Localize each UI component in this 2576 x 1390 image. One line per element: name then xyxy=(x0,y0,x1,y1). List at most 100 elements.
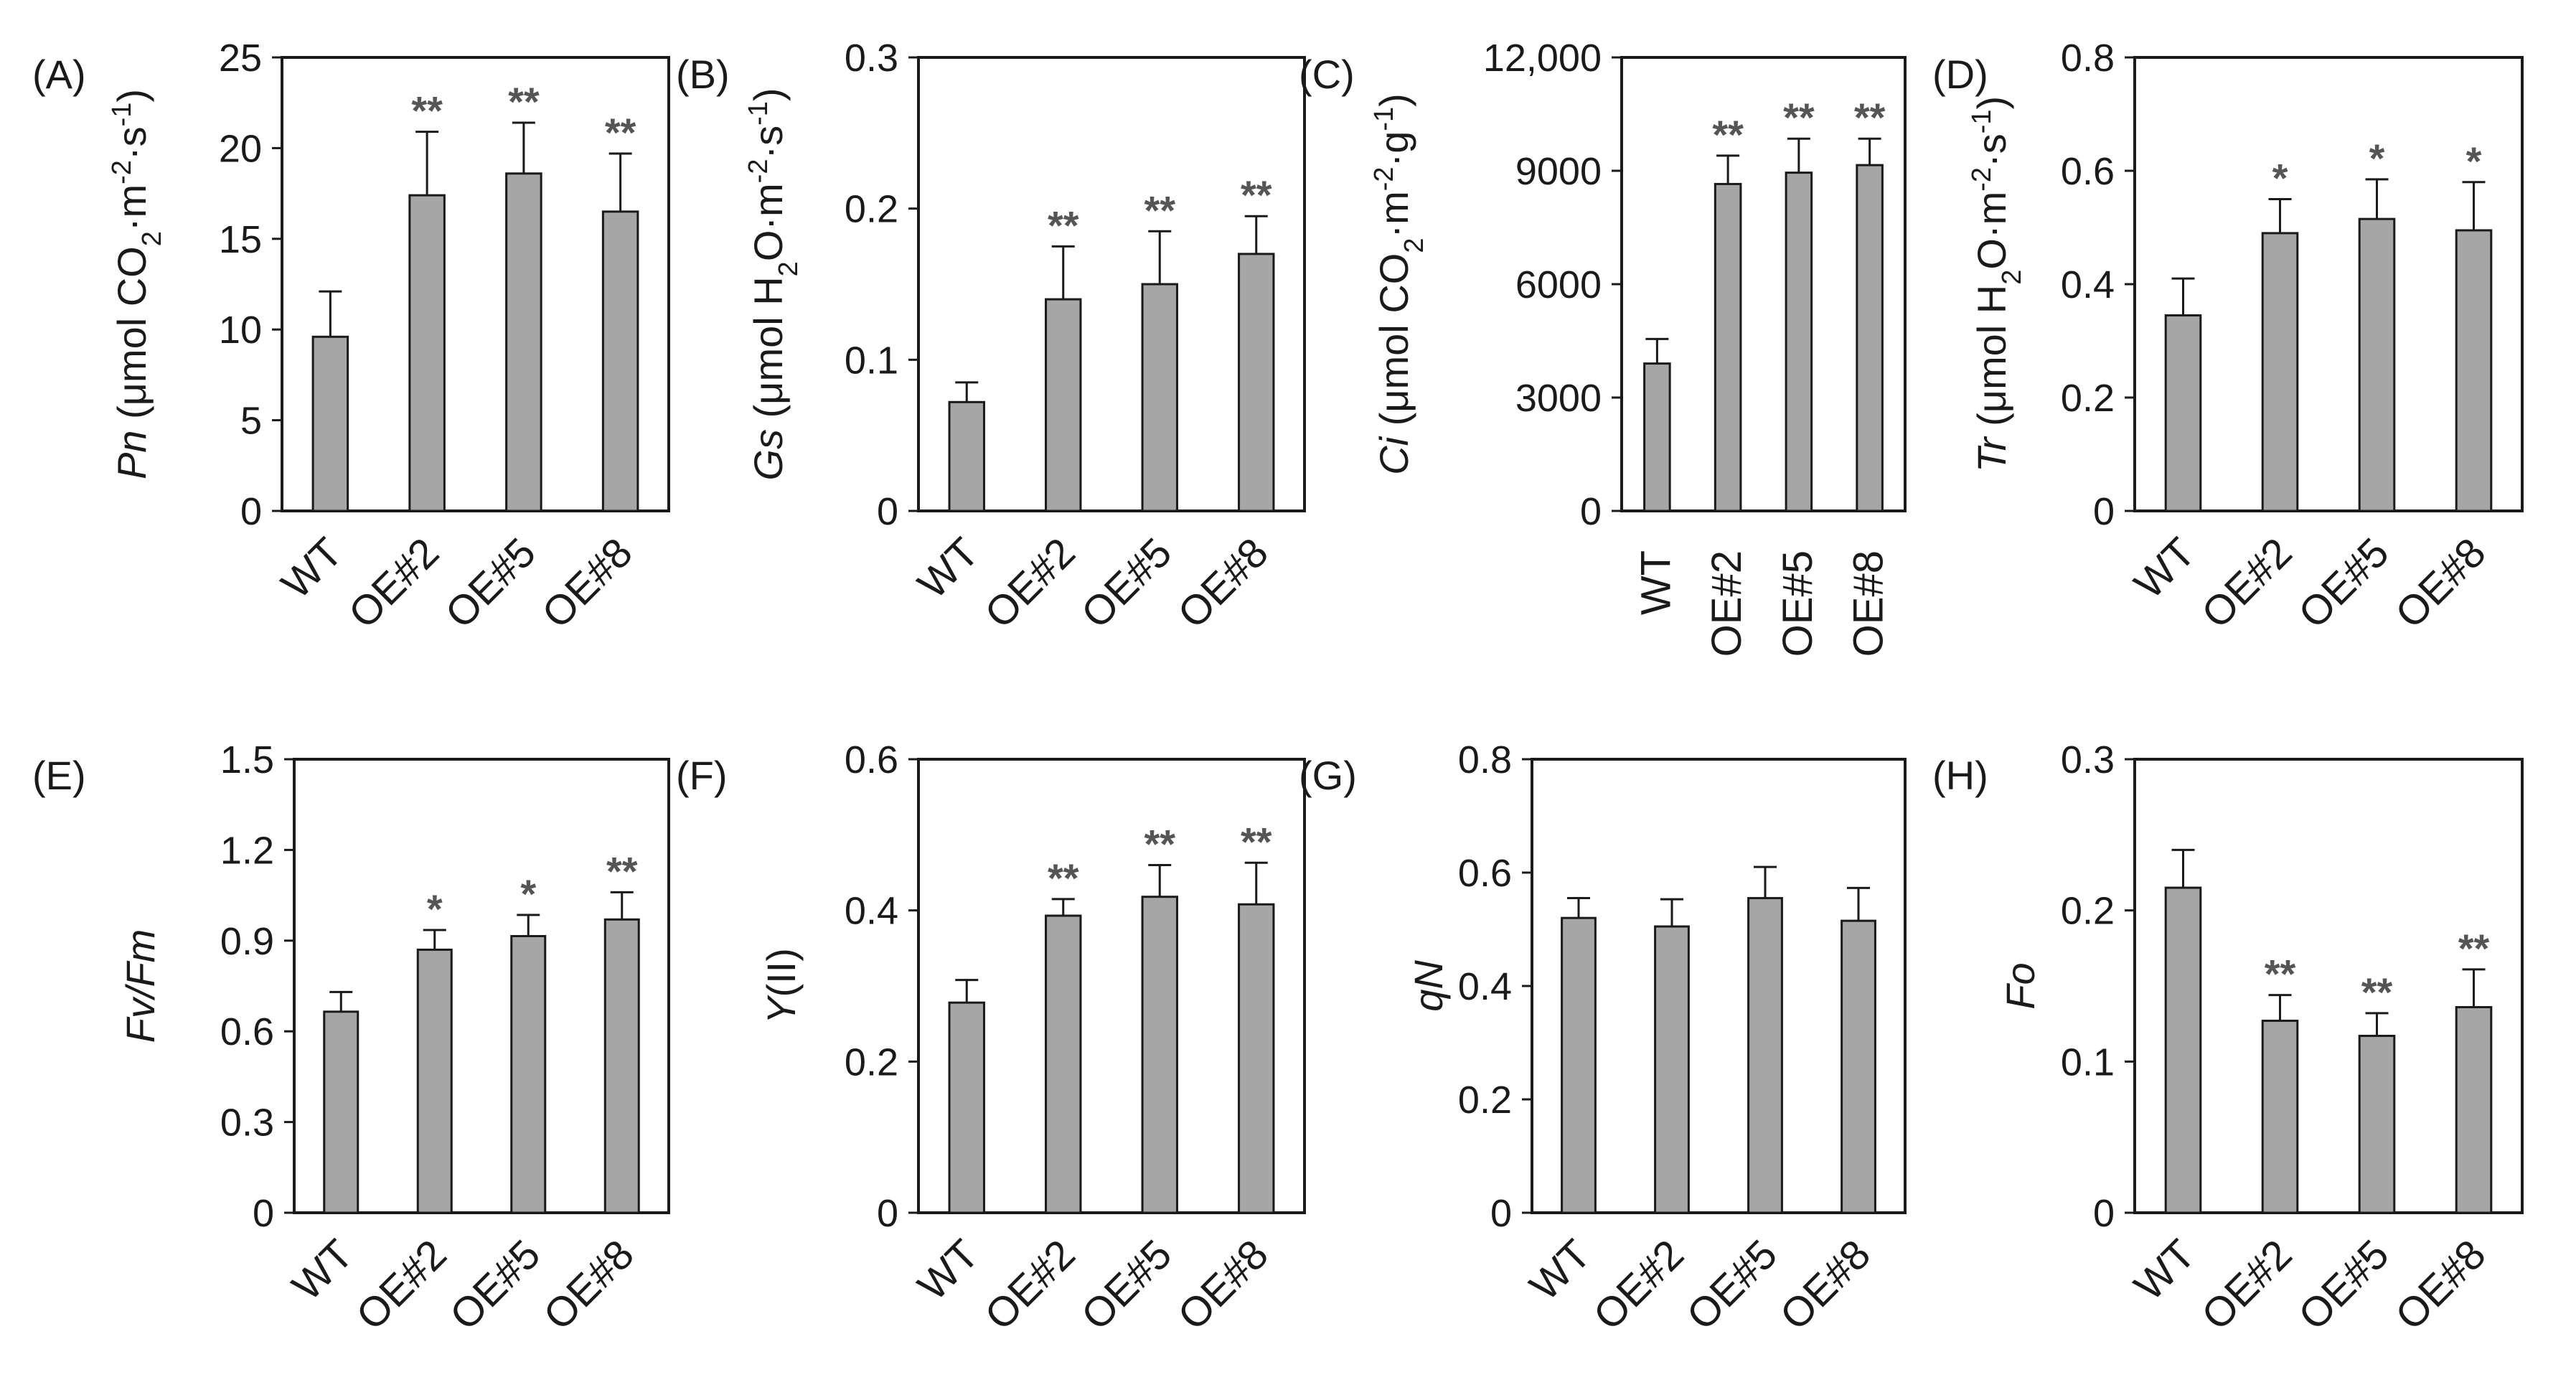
bar-oe2 xyxy=(408,194,446,512)
y-tick-label: 0 xyxy=(1580,490,1602,533)
y-tick-label: 9000 xyxy=(1515,150,1602,193)
category-label: OE#8 xyxy=(1846,550,1892,657)
significance-marker: ** xyxy=(2265,952,2296,997)
y-tick-label: 0.2 xyxy=(845,1041,898,1084)
bar-wt xyxy=(323,1010,359,1214)
bar-oe5 xyxy=(1141,896,1178,1214)
y-tick-label: 0.4 xyxy=(845,890,898,933)
significance-marker: ** xyxy=(2361,969,2393,1015)
y-tick-label: 0.3 xyxy=(220,1102,274,1145)
bar-wt xyxy=(2164,314,2202,512)
y-tick-label: 0.8 xyxy=(2061,37,2115,80)
y-axis-label: Pn (μmol CO2·m-2·s-1) xyxy=(107,89,167,479)
bar-oe8 xyxy=(601,210,639,512)
bar-wt xyxy=(1561,916,1597,1214)
panel-label: (E) xyxy=(32,753,86,798)
bar-oe2 xyxy=(1654,925,1690,1214)
chart-panel-c: (C) 0 3000 6000 9000 12,000 Ci (μmol CO2·m-2·g… xyxy=(1299,37,1907,657)
bar-oe2 xyxy=(1045,298,1082,512)
bar-oe2 xyxy=(2261,1019,2299,1214)
bar-oe2 xyxy=(2261,232,2299,512)
panel-label: (G) xyxy=(1299,753,1357,798)
plot-frame xyxy=(281,56,670,512)
y-tick-label: 0.1 xyxy=(2061,1041,2115,1084)
bar-oe8 xyxy=(2455,1005,2493,1214)
y-tick-label: 0 xyxy=(2093,1192,2115,1235)
y-tick-label: 0.1 xyxy=(845,339,898,382)
significance-marker: * xyxy=(2272,156,2288,201)
plot-frame xyxy=(2133,758,2524,1214)
bar-wt xyxy=(1643,362,1671,512)
y-tick-label: 10 xyxy=(219,309,262,352)
y-tick-label: 0 xyxy=(240,490,262,533)
bar-oe8 xyxy=(2455,229,2493,512)
bar-wt xyxy=(2164,886,2202,1214)
bar-oe8 xyxy=(1841,919,1876,1214)
y-axis-label: Fo xyxy=(1998,962,2043,1009)
significance-marker: ** xyxy=(1783,95,1815,140)
bar-oe2 xyxy=(1045,914,1082,1214)
plot-frame xyxy=(293,758,670,1214)
y-tick-label: 1.2 xyxy=(220,829,274,872)
panel-label: (A) xyxy=(32,52,86,97)
y-tick-label: 0.6 xyxy=(220,1010,274,1053)
significance-marker: * xyxy=(520,871,536,916)
y-tick-label: 0.8 xyxy=(1458,738,1512,781)
y-tick-label: 0 xyxy=(253,1192,274,1235)
y-axis-label: Y(II) xyxy=(758,948,804,1024)
y-tick-label: 0.9 xyxy=(220,920,274,963)
plot-frame xyxy=(917,758,1306,1214)
bar-oe8 xyxy=(1238,253,1275,512)
y-axis-label: Fv/Fm xyxy=(118,929,163,1043)
significance-marker: ** xyxy=(1048,855,1079,901)
y-tick-label: 0.3 xyxy=(845,37,898,80)
y-tick-label: 1.5 xyxy=(220,738,274,781)
bar-oe5 xyxy=(505,172,542,512)
panel-label: (C) xyxy=(1299,52,1355,97)
y-axis-label: Gs (μmol H2O·m-2·s-1) xyxy=(743,88,804,480)
y-tick-label: 0 xyxy=(1490,1192,1512,1235)
bar-oe2 xyxy=(416,948,453,1214)
bar-oe8 xyxy=(603,918,640,1214)
y-tick-label: 3000 xyxy=(1515,377,1602,420)
panel-label: (F) xyxy=(676,753,728,798)
bar-oe5 xyxy=(1141,283,1178,512)
y-tick-label: 25 xyxy=(219,37,262,80)
bar-oe8 xyxy=(1238,903,1275,1214)
bar-oe5 xyxy=(1747,897,1783,1214)
bar-oe5 xyxy=(510,934,547,1214)
y-tick-label: 12,000 xyxy=(1483,37,1602,80)
y-tick-label: 0.2 xyxy=(2061,377,2115,420)
bar-oe8 xyxy=(1856,164,1884,512)
bar-oe5 xyxy=(1785,172,1813,512)
significance-marker: ** xyxy=(1144,821,1175,866)
y-axis-label: Ci (μmol CO2·m-2·g-1) xyxy=(1369,93,1429,475)
chart-panel-b: (B)00.10.20.3Gs (μmol H2O·m-2·s-1)WT**OE… xyxy=(676,37,1306,637)
y-tick-label: 0 xyxy=(877,1192,898,1235)
y-tick-label: 0.4 xyxy=(1458,965,1512,1008)
plot-frame xyxy=(917,56,1306,512)
significance-marker: ** xyxy=(411,88,443,133)
bar-wt xyxy=(948,400,985,512)
y-tick-label: 0.3 xyxy=(2061,738,2115,781)
significance-marker: ** xyxy=(1144,187,1175,233)
y-tick-label: 20 xyxy=(219,127,262,170)
panel-label: (H) xyxy=(1932,753,1988,798)
significance-marker: ** xyxy=(1048,202,1079,248)
significance-marker: ** xyxy=(1854,95,1886,140)
bar-oe5 xyxy=(2358,1035,2396,1214)
significance-marker: ** xyxy=(606,848,638,893)
significance-marker: * xyxy=(2369,136,2385,181)
significance-marker: * xyxy=(427,886,443,931)
y-tick-label: 0.4 xyxy=(2061,263,2115,306)
y-tick-label: 0 xyxy=(877,490,898,533)
significance-marker: ** xyxy=(1712,112,1744,157)
y-tick-label: 0.2 xyxy=(2061,890,2115,933)
category-label: WT xyxy=(1632,550,1679,615)
y-tick-label: 0.6 xyxy=(2061,150,2115,193)
y-tick-label: 6000 xyxy=(1515,263,1602,306)
significance-marker: ** xyxy=(605,110,636,155)
y-tick-label: 15 xyxy=(219,218,262,261)
bar-oe2 xyxy=(1714,182,1742,512)
y-tick-label: 5 xyxy=(240,400,262,443)
